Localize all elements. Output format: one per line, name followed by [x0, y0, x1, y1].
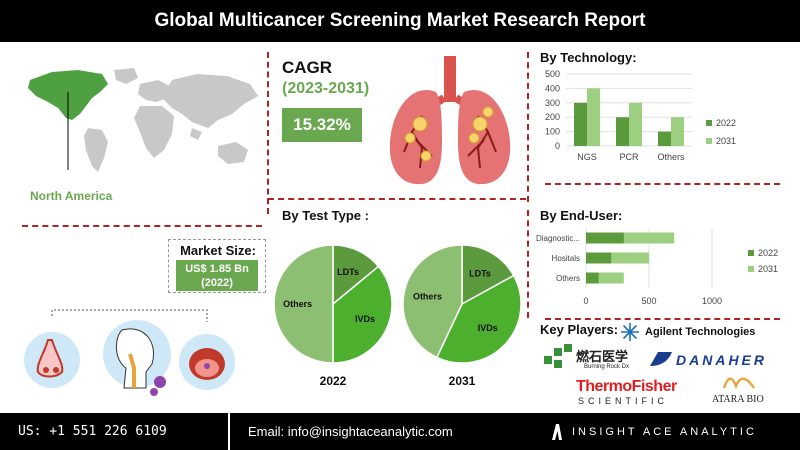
bar-2022-Diagnostic... — [586, 232, 624, 244]
divider — [22, 225, 262, 227]
pie-slice-2031-IVDs — [435, 274, 522, 364]
bar-2031-Hositals — [586, 252, 649, 264]
bar-2022-NGS — [574, 102, 587, 146]
bar-2022-PCR — [616, 117, 629, 146]
bar-2022-Others — [658, 131, 671, 146]
cagr-title: CAGR — [282, 58, 333, 77]
region-label: North America — [30, 189, 113, 203]
x-tick-label: 1000 — [702, 296, 722, 306]
end-user-chart: 0 500 1000 Diagnostic... Hositals Others 2022 2… — [536, 228, 778, 306]
market-size-frame — [168, 239, 266, 293]
lungs-illustration — [389, 56, 511, 185]
pie-slice-label: Others — [283, 299, 312, 309]
bar-2022-Others — [586, 272, 599, 284]
market-size-value: US$ 1.85 Bn — [185, 263, 249, 275]
test-type-chart: LDTs IVDs Others 2022 LDTs IVDs Others 2031 — [273, 244, 522, 388]
phone-number[interactable]: US: +1 551 226 6109 — [0, 413, 228, 450]
legend-swatch — [706, 120, 712, 126]
test-type-chart-title: By Test Type : — [282, 208, 369, 223]
pie-slice-2022-Others — [273, 244, 334, 364]
cagr-value: 15.32% — [282, 108, 362, 142]
bar-2031-NGS — [587, 88, 600, 146]
legend-label: 2031 — [716, 136, 736, 146]
page-title: Global Multicancer Screening Market Rese… — [0, 0, 800, 42]
legend-swatch — [748, 250, 754, 256]
agilent-logo: Agilent Technologies — [645, 326, 756, 338]
pie-year-label: 2031 — [449, 374, 476, 388]
pie-year-label: 2022 — [320, 374, 347, 388]
cagr-years: (2023-2031) — [282, 80, 370, 97]
y-tick-label: 200 — [545, 112, 560, 122]
end-user-chart-title: By End-User: — [540, 208, 623, 223]
x-tick-label: PCR — [619, 152, 639, 162]
thermofisher-logo: ThermoFisher — [576, 378, 677, 395]
pie-slice-label: IVDs — [355, 314, 375, 324]
brand-logo-icon — [552, 424, 562, 440]
world-map-land — [84, 68, 258, 172]
divider — [545, 318, 780, 320]
atara-bio-mark-icon — [722, 377, 755, 390]
pie-slice-2022-LDTs — [332, 244, 380, 306]
pie-slice-label: LDTs — [337, 267, 359, 277]
pie-slice-label: IVDs — [478, 323, 498, 333]
divider — [527, 52, 529, 202]
danaher-mark-icon — [650, 352, 672, 366]
bar-2031-Others — [671, 117, 684, 146]
y-tick-label: 500 — [545, 69, 560, 79]
pie-slice-label: LDTs — [469, 269, 491, 279]
world-map — [28, 68, 258, 172]
technology-chart: 0 100 200 300 400 500 NGS PCR Others 2022 2031 — [545, 69, 736, 162]
y-tick-label: 100 — [545, 127, 560, 137]
burning-rock-icon — [544, 344, 572, 368]
market-size-label: Market Size: — [180, 243, 256, 258]
pie-slice-2031-LDTs — [461, 244, 515, 306]
y-tick-label: 0 — [555, 141, 560, 151]
danaher-logo: DANAHER — [676, 352, 767, 368]
brand-name: INSIGHT ACE ANALYTIC — [572, 425, 757, 438]
x-tick-label: Others — [657, 152, 685, 162]
bar-2031-Others — [586, 272, 624, 284]
burning-rock-logo-cn: 燃石医学 — [576, 349, 629, 364]
legend-swatch — [706, 138, 712, 144]
technology-chart-title: By Technology: — [540, 50, 637, 65]
divider — [267, 52, 269, 214]
screening-icons — [24, 309, 235, 396]
atara-bio-logo: ATARA BIO — [712, 394, 764, 405]
email-address[interactable]: Email: info@insightaceanalytic.com — [228, 413, 528, 450]
agilent-spark-icon — [621, 323, 639, 341]
bar-2031-Diagnostic... — [586, 232, 675, 244]
y-tick-label: Diagnostic... — [536, 234, 580, 243]
legend-label: 2031 — [758, 264, 778, 274]
market-size-year: (2022) — [201, 277, 233, 289]
bar-2022-Hositals — [586, 252, 612, 264]
x-tick-label: NGS — [577, 152, 597, 162]
x-tick-label: 0 — [583, 296, 588, 306]
y-tick-label: 400 — [545, 83, 560, 93]
thermofisher-sub: SCIENTIFIC — [578, 396, 669, 406]
market-size-box: US$ 1.85 Bn (2022) — [176, 260, 258, 291]
legend-swatch — [748, 266, 754, 272]
burning-rock-logo-en: Burning Rock Dx — [584, 364, 630, 370]
pie-slice-2031-Others — [402, 244, 463, 359]
pie-slice-2022-IVDs — [332, 265, 393, 364]
y-tick-label: Hositals — [552, 254, 580, 263]
y-tick-label: 300 — [545, 98, 560, 108]
divider — [545, 183, 780, 185]
x-tick-label: 500 — [641, 296, 656, 306]
pie-slice-label: Others — [413, 291, 442, 301]
bar-2031-PCR — [629, 102, 642, 146]
legend-label: 2022 — [716, 118, 736, 128]
legend-label: 2022 — [758, 248, 778, 258]
key-players-title: Key Players: — [540, 322, 619, 337]
brand-footer: INSIGHT ACE ANALYTIC — [528, 413, 800, 450]
y-tick-label: Others — [556, 274, 580, 283]
divider — [268, 198, 526, 200]
divider — [527, 210, 529, 318]
